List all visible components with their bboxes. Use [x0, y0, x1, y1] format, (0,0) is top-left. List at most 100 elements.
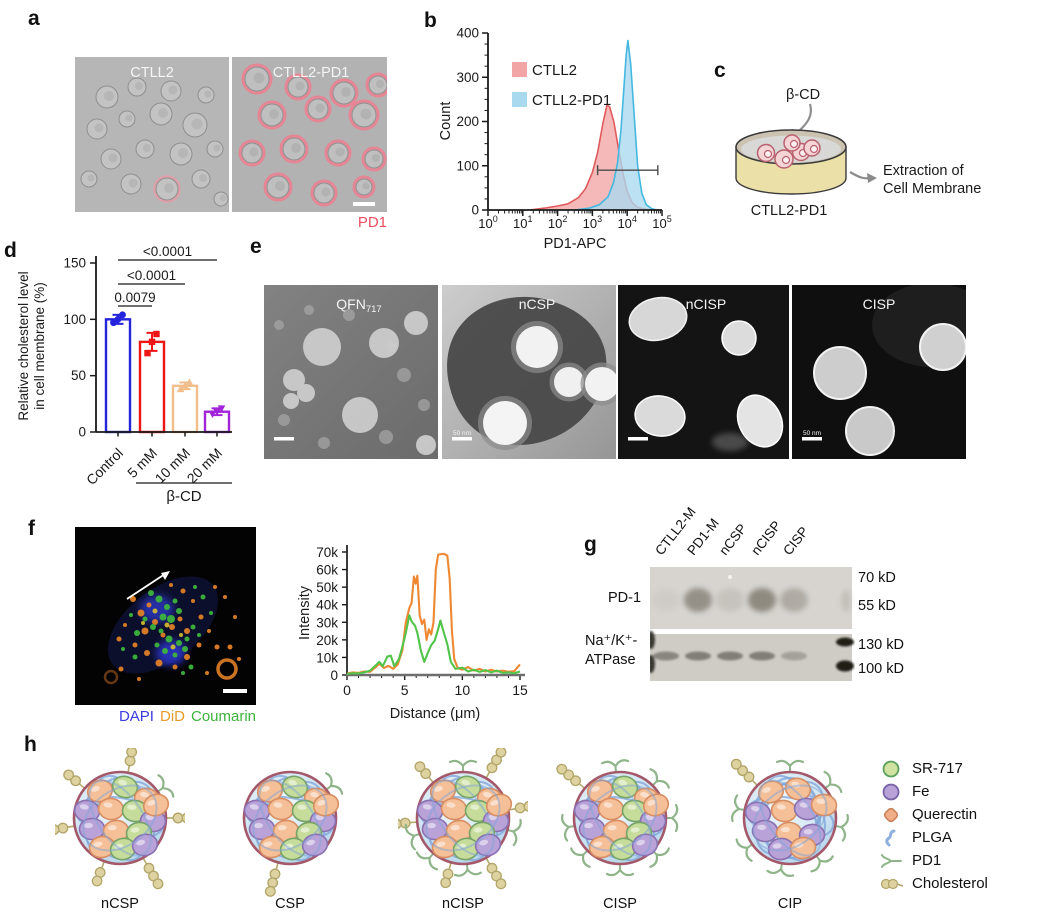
pd1-stain-caption: PD1: [357, 214, 387, 231]
panel-g-label: g: [584, 533, 597, 556]
svg-text:100: 100: [478, 214, 497, 231]
coumarin-caption: Coumarin: [190, 708, 257, 725]
components-legend: SR-717 Fe Querectin PLGA PD1 Cholesterol: [880, 757, 988, 895]
svg-text:β-CD: β-CD: [166, 488, 201, 505]
svg-text:102: 102: [548, 214, 567, 231]
svg-text:<0.0001: <0.0001: [127, 268, 176, 283]
line-scan-arrow: [126, 573, 166, 600]
svg-text:10k: 10k: [316, 650, 338, 665]
svg-text:20 mM: 20 mM: [184, 445, 226, 487]
result-text-line2: Cell Membrane: [883, 181, 981, 197]
svg-text:300: 300: [456, 70, 479, 85]
svg-text:15: 15: [512, 682, 528, 698]
legend-item-cholesterol: Cholesterol: [880, 872, 988, 895]
marker-55kd: 55 kD: [858, 598, 896, 614]
panel-f-label: f: [28, 517, 35, 540]
svg-text:PD1-APC: PD1-APC: [544, 236, 607, 252]
particle-name: CISP: [603, 896, 637, 912]
svg-text:CTLL2: CTLL2: [532, 62, 577, 79]
add-arrow: [796, 103, 812, 134]
tem-image-ncsp: nCSP 50 nm: [442, 285, 616, 459]
result-arrow-head: [867, 173, 877, 183]
legend-item-fe: Fe: [880, 780, 988, 803]
tem-image-qfn717: QFN717: [264, 285, 438, 459]
svg-text:5: 5: [401, 682, 409, 698]
svg-text:104: 104: [617, 214, 636, 231]
scale-bar: [452, 437, 472, 441]
legend-item-sr717: SR-717: [880, 757, 988, 780]
legend-item-plga: PLGA: [880, 826, 988, 849]
panel-d-label: d: [4, 239, 17, 262]
membrane-extraction-diagram: β-CD Extraction of Cell Membrane CTLL2-P…: [735, 87, 981, 219]
fluorescence-caption: DAPI DiD Coumarin: [95, 708, 280, 725]
cells-in-dish: [756, 134, 821, 169]
blot-lane-labels: CTLL2-M PD1-M nCSP nCISP CISP: [650, 498, 870, 558]
blot-target-atpase-line1: Na⁺/K⁺-: [585, 633, 638, 649]
blot-lane-label: nCISP: [748, 518, 785, 558]
nanoparticle-ncsp: [55, 748, 185, 890]
particle-name: CSP: [275, 896, 305, 912]
svg-text:<0.0001: <0.0001: [143, 244, 192, 259]
svg-text:101: 101: [513, 214, 532, 231]
nanoparticle-ncisp: [398, 748, 528, 890]
legend-item-querectin: Querectin: [880, 803, 988, 826]
particle-name: nCISP: [442, 896, 484, 912]
marker-100kd: 100 kD: [858, 661, 904, 677]
svg-text:0: 0: [78, 425, 86, 440]
svg-text:200: 200: [456, 114, 479, 129]
svg-text:Distance (μm): Distance (μm): [390, 706, 481, 722]
intensity-line-chart: 0 10k 20k 30k 40k 50k 60k 70k 0 5 10 15 Intensity Dis…: [297, 545, 528, 722]
svg-text:Count: Count: [438, 102, 454, 141]
svg-text:400: 400: [456, 26, 479, 41]
svg-text:20k: 20k: [316, 633, 338, 648]
pd1-icon: [881, 853, 902, 868]
result-text-line1: Extraction of: [883, 163, 965, 179]
panel-c-label: c: [714, 59, 726, 82]
svg-text:Control: Control: [83, 445, 126, 488]
dapi-caption: DAPI: [118, 708, 154, 725]
nanoparticle-cisp: [556, 759, 679, 877]
svg-text:0: 0: [330, 668, 338, 683]
line-scan-arrow-head: [161, 571, 170, 580]
marker-130kd: 130 kD: [858, 637, 904, 653]
svg-text:0: 0: [471, 203, 479, 218]
scale-bar: [802, 437, 822, 441]
svg-text:70k: 70k: [316, 545, 338, 560]
cholesterol-icon: [880, 878, 904, 889]
svg-text:30k: 30k: [316, 615, 338, 630]
did-caption: DiD: [159, 708, 185, 725]
microscopy-images: CTLL2 CTLL2-PD1: [75, 57, 387, 212]
svg-text:50: 50: [71, 368, 86, 383]
blot-lane-label: CISP: [780, 523, 812, 558]
panel-e-label: e: [250, 235, 262, 258]
blot-target-pd1: PD-1: [608, 590, 642, 606]
svg-text:CTLL2-PD1: CTLL2-PD1: [532, 92, 611, 109]
svg-text:100: 100: [63, 312, 86, 327]
tem-title: CISP: [863, 296, 896, 312]
particle-name: CIP: [777, 896, 803, 912]
legend-item-pd1: PD1: [880, 849, 988, 872]
scale-bar: [628, 437, 648, 441]
svg-text:Intensity: Intensity: [297, 585, 313, 640]
blot-lane-label: nCSP: [716, 520, 750, 558]
svg-text:in cell membrane (%): in cell membrane (%): [32, 282, 47, 410]
panel-b-label: b: [424, 9, 437, 32]
fluorescence-image: [75, 527, 256, 705]
svg-text:10: 10: [455, 682, 471, 698]
marker-70kd: 70 kD: [858, 570, 896, 586]
nanoparticle-csp: [242, 770, 344, 897]
dish-label: CTLL2-PD1: [751, 203, 828, 219]
tem-image-ncisp: nCISP: [618, 285, 789, 459]
svg-text:150: 150: [63, 256, 86, 271]
svg-text:0: 0: [343, 682, 351, 698]
svg-text:103: 103: [583, 214, 602, 231]
svg-text:50k: 50k: [316, 580, 338, 595]
fe-icon: [882, 783, 900, 800]
particle-name: nCSP: [101, 896, 139, 912]
scale-bar-label: 50 nm: [453, 430, 471, 437]
querectin-icon: [883, 807, 899, 822]
plga-icon: [885, 829, 896, 846]
blot-target-atpase-line2: ATPase: [585, 652, 636, 668]
